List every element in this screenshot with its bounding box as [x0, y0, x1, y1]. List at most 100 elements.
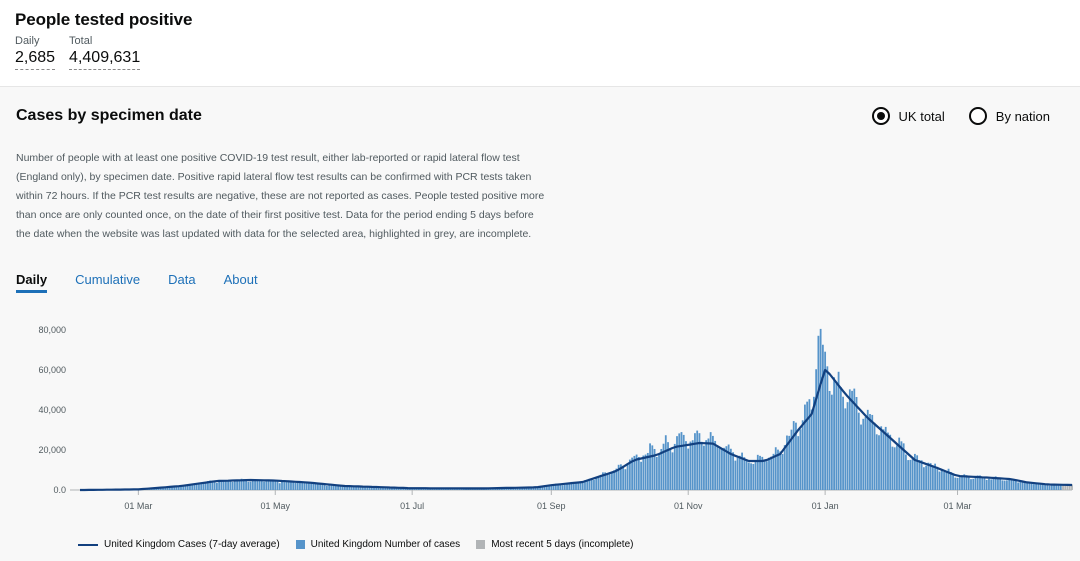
case-bar [561, 485, 564, 490]
case-bar [707, 438, 710, 490]
case-bar [321, 483, 324, 490]
case-bar [649, 443, 651, 490]
case-bar [664, 435, 667, 490]
case-bar [211, 480, 214, 490]
case-bar [290, 481, 292, 490]
case-bar [1006, 480, 1008, 490]
case-bar [550, 485, 553, 490]
case-bar [954, 477, 957, 490]
radio-selected-icon[interactable] [871, 107, 890, 125]
case-bar [276, 481, 279, 490]
case-bar [934, 463, 936, 490]
case-bar [866, 409, 869, 490]
case-bar [851, 390, 853, 490]
case-bar [420, 488, 423, 490]
case-bar [516, 488, 519, 490]
tab-daily[interactable]: Daily [16, 272, 48, 293]
case-bar [633, 455, 636, 490]
legend-label-incomplete: Most recent 5 days (incomplete) [491, 539, 634, 550]
case-bar [501, 488, 503, 490]
case-bar [397, 487, 400, 490]
case-bar [301, 481, 304, 490]
tab-data[interactable]: Data [168, 272, 196, 287]
total-value[interactable]: 4,409,631 [69, 48, 141, 70]
daily-stat: Daily 2,685 [15, 35, 56, 70]
legend-label-cases: United Kingdom Number of cases [310, 539, 461, 550]
case-bar [539, 486, 541, 490]
case-bar [810, 409, 813, 490]
radio-by-nation[interactable]: By nation [968, 107, 1050, 125]
case-bar [559, 484, 562, 490]
case-bar [325, 485, 328, 490]
case-bar [745, 460, 748, 490]
y-tick-label: 20,000 [38, 445, 66, 455]
case-bar [1028, 482, 1031, 490]
case-bar [997, 478, 999, 490]
case-bar [781, 454, 784, 490]
case-bar [833, 377, 835, 490]
case-bar [747, 462, 750, 490]
case-bar [750, 463, 752, 490]
case-bar [332, 484, 335, 490]
case-bar [364, 486, 366, 490]
daily-value[interactable]: 2,685 [15, 48, 56, 70]
case-bar [925, 465, 928, 490]
case-bar [824, 351, 827, 490]
case-bar [310, 483, 313, 490]
case-bar [898, 437, 901, 490]
tab-about[interactable]: About [223, 272, 258, 287]
case-bar [370, 487, 373, 490]
case-bar [965, 475, 968, 490]
total-label: Total [69, 35, 93, 47]
case-bar [691, 440, 694, 490]
case-bar [860, 424, 862, 490]
case-bar [826, 366, 829, 490]
case-bar [662, 443, 665, 490]
case-bar [640, 461, 642, 490]
case-bar [527, 487, 530, 490]
case-bar [646, 452, 649, 490]
case-bar [287, 480, 290, 490]
case-bar [759, 455, 761, 490]
case-bar [783, 445, 786, 490]
case-bar [572, 482, 575, 490]
case-bar [373, 487, 375, 490]
case-bar [976, 475, 979, 490]
case-bar [949, 472, 952, 490]
case-bar [348, 486, 351, 490]
case-bar [844, 408, 847, 490]
case-bar [568, 483, 571, 490]
case-bar [685, 441, 687, 490]
case-bar [267, 480, 270, 490]
case-bar [545, 486, 548, 490]
case-bar [496, 488, 499, 490]
case-bar [853, 388, 856, 490]
case-bar [869, 414, 871, 490]
radio-unselected-icon[interactable] [968, 107, 987, 125]
case-bar [871, 414, 874, 490]
case-bar [1037, 484, 1040, 490]
tab-cumulative[interactable]: Cumulative [75, 272, 141, 287]
case-bar [299, 481, 301, 490]
case-bar [882, 429, 885, 490]
case-bar [990, 479, 993, 490]
case-bar [651, 445, 654, 490]
case-bar [893, 447, 896, 490]
case-bar [878, 435, 880, 490]
case-bar [1039, 483, 1042, 490]
case-bar [552, 484, 555, 490]
case-bar [263, 481, 265, 490]
case-bar [936, 466, 939, 490]
radio-uk-total[interactable]: UK total [871, 107, 945, 125]
case-bar [319, 483, 322, 490]
case-bar [920, 460, 923, 490]
case-bar [1044, 484, 1046, 490]
case-bar [752, 463, 755, 490]
case-bar [1041, 483, 1044, 490]
case-bar [375, 487, 378, 490]
case-bar [521, 487, 524, 490]
case-bar [613, 470, 616, 490]
case-bar [308, 482, 310, 490]
case-bar [352, 486, 355, 490]
case-bar [193, 483, 196, 490]
